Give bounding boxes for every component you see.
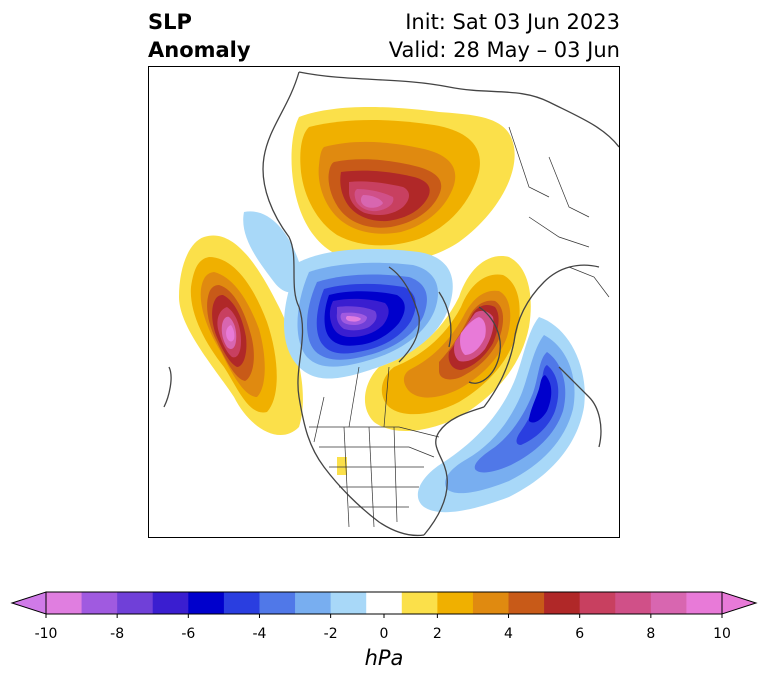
title-left: SLP Anomaly (148, 8, 251, 64)
title-right: Init: Sat 03 Jun 2023 Valid: 28 May – 03… (389, 8, 620, 64)
colorbar-tick-label: 8 (646, 626, 656, 642)
colorbar-bin (330, 592, 367, 614)
colorbar-bin (188, 592, 225, 614)
colorbar-bin (46, 592, 83, 614)
colorbar-tick-label: -2 (323, 626, 338, 642)
colorbar-bin (401, 592, 438, 614)
colorbar-bin (152, 592, 189, 614)
map-panel (148, 66, 620, 538)
colorbar-tick-label: 4 (504, 626, 513, 642)
colorbar-bin (437, 592, 474, 614)
colorbar-bin (508, 592, 545, 614)
colorbar-tick-label: 10 (713, 626, 731, 642)
colorbar-tick-label: -6 (181, 626, 196, 642)
valid-period: Valid: 28 May – 03 Jun (388, 38, 620, 62)
colorbar-extend-low (10, 591, 47, 615)
colorbar-tick-label: -4 (252, 626, 267, 642)
coastlines (163, 71, 619, 537)
north-pacific-high (179, 235, 303, 436)
borders (309, 126, 610, 528)
colorbar-tick-label: 0 (379, 626, 389, 642)
colorbar-bin (615, 592, 652, 614)
colorbar-extend-high (721, 591, 758, 615)
colorbar-bin (366, 592, 403, 614)
us-positive-patch (337, 457, 347, 475)
colorbar-bin (686, 592, 723, 614)
init-date: Init: Sat 03 Jun 2023 (405, 10, 620, 34)
colorbar-bin (544, 592, 581, 614)
colorbar-bin (223, 592, 260, 614)
colorbar-bin (259, 592, 296, 614)
colorbar-bin (650, 592, 687, 614)
colorbar-bin (117, 592, 154, 614)
colorbar-bin (579, 592, 616, 614)
colorbar-tick-label: 2 (432, 626, 442, 642)
title-variable: SLP (148, 10, 192, 34)
arctic-low (284, 249, 453, 379)
colorbar-bin (472, 592, 510, 614)
western-europe-low (417, 317, 585, 513)
siberia-high (291, 107, 515, 264)
colorbar-tick-label: -8 (110, 626, 125, 642)
colorbar-tick-label: 6 (575, 626, 585, 642)
colorbar (10, 591, 758, 618)
pacific-negative-fringe (243, 211, 302, 293)
colorbar-bin (295, 592, 332, 614)
colorbar-tick-label: -10 (34, 626, 58, 642)
title-variable-type: Anomaly (148, 38, 251, 62)
anomaly-map (163, 71, 619, 537)
colorbar-bin (81, 592, 118, 614)
colorbar-unit-label: hPa (364, 646, 404, 670)
